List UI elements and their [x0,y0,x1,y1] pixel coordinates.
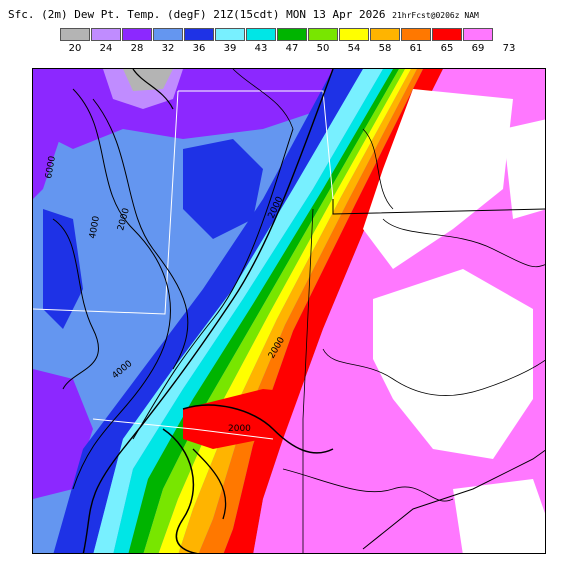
dewpoint-field-73-c [503,119,545,219]
legend-swatch [463,28,493,41]
state-boundary [92,418,274,440]
legend-swatch [215,28,245,41]
dewpoint-field-50 [143,69,405,553]
contour-label: 4000 [88,215,102,240]
dewpoint-field-73-a [363,89,513,269]
legend-tick-label: 28 [130,43,144,54]
legend-swatch [432,28,462,41]
legend-tick-label: 36 [192,43,206,54]
dewpoint-map: 6000 4000 2000 2000 2000 4000 2000 [32,68,546,554]
elevation-contour [162,428,199,553]
elevation-contour [192,448,227,520]
legend-tick-label: 69 [471,43,485,54]
state-boundary [178,90,334,200]
dewpoint-field-28-west [33,369,93,499]
legend-swatch [370,28,400,41]
contour-label: 2000 [228,424,251,434]
legend-swatch [91,28,121,41]
state-boundary [332,199,545,215]
state-boundary [33,90,179,315]
elevation-contour [132,128,294,440]
legend-swatch [339,28,369,41]
elevation-contour [72,88,171,490]
legend-tick-label: 73 [502,43,516,54]
dewpoint-field-39 [93,69,383,553]
map-title: Sfc. (2m) Dew Pt. Temp. (degF) 21Z(15cdt… [8,8,386,21]
elevation-contour [322,348,545,396]
legend-tick-label: 54 [347,43,361,54]
dewpoint-field-36-patch [183,139,263,239]
legend-tick-label: 20 [68,43,82,54]
legend-swatch [277,28,307,41]
dewpoint-field-36-west [43,209,83,329]
elevation-contour [282,468,454,502]
legend-swatch [153,28,183,41]
contour-label: 6000 [44,155,58,180]
legend-tick-label: 24 [99,43,113,54]
dewpoint-field-36 [53,69,363,553]
elevation-contour [182,404,334,454]
elevation-contour [132,69,174,110]
dewpoint-field-47 [128,69,399,553]
legend-tick-label: 50 [316,43,330,54]
legend-tick-label: 32 [161,43,175,54]
legend-swatch [401,28,431,41]
forecast-label: 21hrFcst@0206z NAM [392,11,479,20]
legend-swatch [122,28,152,41]
legend-tick-label: 39 [223,43,237,54]
legend-swatches [60,28,540,41]
legend-tick-label: 65 [440,43,454,54]
legend-tick-label: 61 [409,43,423,54]
elevation-contour [82,69,334,553]
dewpoint-field-73-b [373,269,533,459]
legend-swatch [184,28,214,41]
color-legend: 20 24 28 32 36 39 43 47 50 54 58 61 65 69 73 [60,28,540,55]
legend-tick-label: 47 [285,43,299,54]
state-boundary [302,208,314,553]
legend-tick-label: 43 [254,43,268,54]
dewpoint-field-20 [123,69,173,91]
elevation-contour [52,218,99,390]
title-bar: Sfc. (2m) Dew Pt. Temp. (degF) 21Z(15cdt… [8,8,479,21]
dewpoint-field-28-nw [33,69,63,199]
dewpoint-field-73-d [453,479,545,553]
elevation-contour [362,128,394,210]
legend-tick-labels: 20 24 28 32 36 39 43 47 50 54 58 61 65 69 73 [60,41,540,55]
legend-swatch [246,28,276,41]
legend-swatch [308,28,338,41]
coastline [362,449,545,550]
legend-swatch [60,28,90,41]
map-canvas: 6000 4000 2000 2000 2000 4000 2000 [33,69,545,553]
elevation-contour [92,98,189,370]
elevation-contour [382,218,545,268]
legend-tick-label: 58 [378,43,392,54]
elevation-contour [232,69,294,130]
